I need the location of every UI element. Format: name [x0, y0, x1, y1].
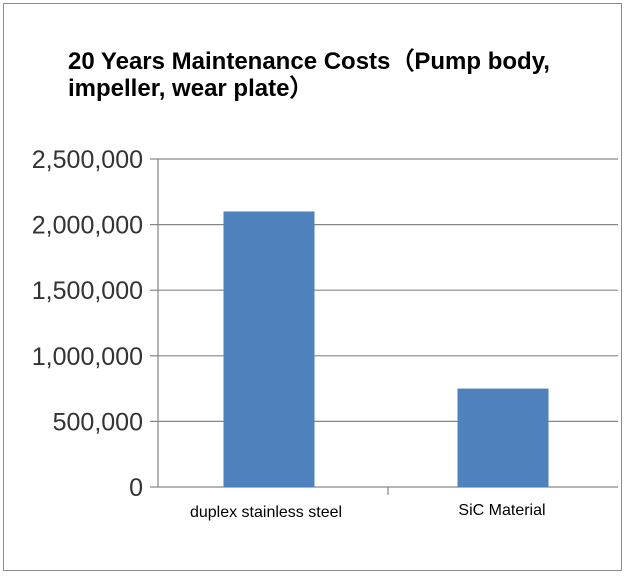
y-tick-label: 1,500,000 — [32, 277, 143, 305]
bar — [457, 388, 549, 487]
bars — [223, 211, 549, 488]
bar — [223, 211, 315, 488]
y-tick-label: 2,000,000 — [32, 212, 143, 240]
x-category-label: SiC Material — [458, 502, 545, 519]
chart-title: 20 Years Maintenance Costs（Pump body, im… — [68, 48, 550, 102]
y-tick-label: 500,000 — [53, 408, 143, 436]
x-axis-category-labels: duplex stainless steel SiC Material — [190, 502, 546, 521]
y-tick-label: 0 — [129, 474, 143, 502]
y-tick-label: 2,500,000 — [32, 146, 143, 174]
y-axis-tick-labels: 0 500,000 1,000,000 1,500,000 2,000,000 2,500… — [32, 146, 143, 502]
x-category-label: duplex stainless steel — [190, 504, 342, 521]
y-tick-label: 1,000,000 — [32, 343, 143, 371]
